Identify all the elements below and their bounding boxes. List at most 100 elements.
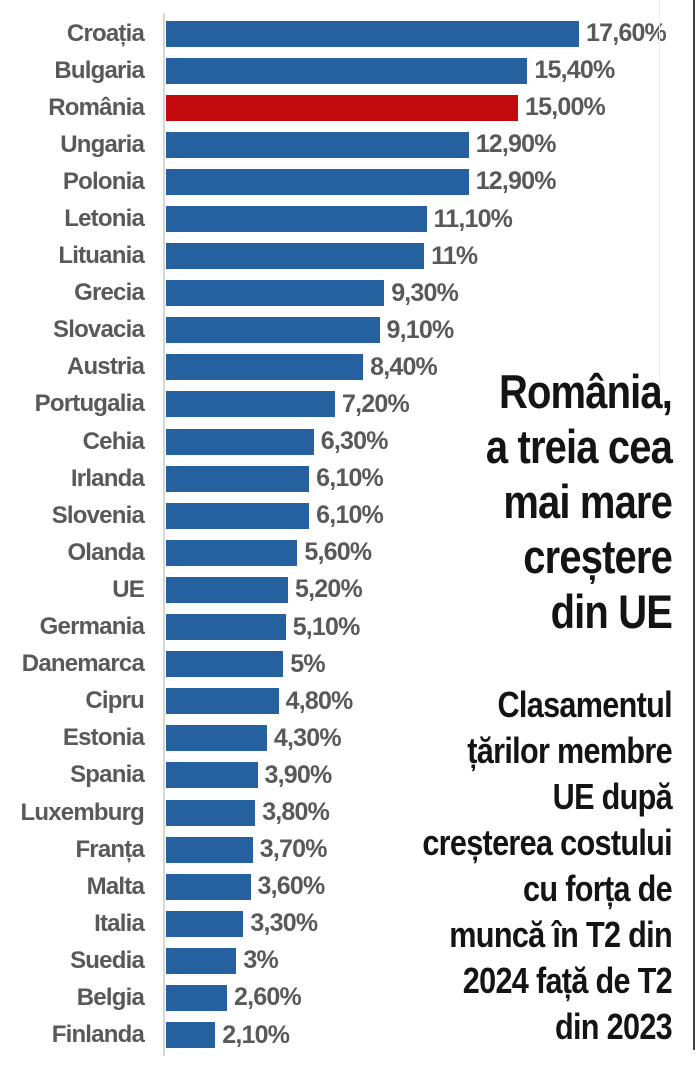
bar-row: Lituania 11%: [0, 238, 699, 275]
value-label: 3,70%: [259, 835, 328, 864]
bar-row: Belgia 2,60%: [0, 979, 699, 1016]
bar-plot-area: 17,60%: [144, 15, 699, 52]
country-label: Letonia: [64, 205, 145, 233]
bar-row: Portugalia 7,20%: [0, 386, 699, 423]
value-label: 5,10%: [292, 612, 361, 641]
bar: [166, 799, 256, 826]
bar-plot-area: 9,10%: [144, 312, 699, 349]
value-label: 8,40%: [370, 352, 438, 381]
country-label: Irlanda: [70, 464, 145, 492]
bar-plot-area: 3,70%: [144, 831, 699, 868]
bar-plot-area: 3,60%: [144, 868, 699, 905]
bar: [166, 1022, 216, 1049]
bar-row: România 15,00%: [0, 89, 699, 126]
bar-row: Slovacia 9,10%: [0, 312, 699, 349]
bar: [166, 317, 380, 344]
country-label: Polonia: [62, 167, 145, 195]
value-label: 2,60%: [234, 983, 302, 1012]
bar: [166, 280, 385, 307]
bar: [166, 465, 310, 492]
bar: [166, 947, 237, 974]
country-label: Portugalia: [34, 390, 145, 418]
bar-plot-area: 9,30%: [144, 275, 699, 312]
bar-row: UE 5,20%: [0, 571, 699, 608]
bar-plot-area: 7,20%: [144, 386, 699, 423]
country-label: Lituania: [58, 242, 144, 270]
bar: [166, 910, 244, 937]
bar: [166, 651, 284, 678]
value-label: 5,20%: [295, 575, 363, 604]
bar-row: Italia 3,30%: [0, 905, 699, 942]
bar: [166, 168, 469, 195]
bar-plot-area: 4,30%: [144, 720, 699, 757]
bar: [166, 576, 288, 603]
value-label: 5,60%: [304, 538, 372, 567]
bar-row: Suedia 3%: [0, 942, 699, 979]
column-divider-faint: [659, 0, 660, 385]
bar-plot-area: 4,80%: [144, 683, 699, 720]
bar-row: Spania 3,90%: [0, 757, 699, 794]
bar-row: Bulgaria 15,40%: [0, 52, 699, 89]
country-label: Spania: [70, 761, 145, 789]
country-label: Ungaria: [60, 130, 145, 158]
value-label: 3,30%: [250, 909, 318, 938]
bar-row: Irlanda 6,10%: [0, 460, 699, 497]
country-label: Germania: [39, 613, 145, 641]
value-label: 3,80%: [262, 798, 330, 827]
country-label: Slovacia: [53, 316, 145, 344]
bar: [166, 984, 227, 1011]
bar-row: Luxemburg 3,80%: [0, 794, 699, 831]
bar: [166, 502, 310, 529]
bar-row: Estonia 4,30%: [0, 720, 699, 757]
value-label: 12,90%: [475, 167, 557, 196]
value-label: 5%: [290, 649, 325, 678]
value-label: 6,10%: [316, 501, 384, 530]
value-label: 4,80%: [285, 686, 354, 715]
country-label: Malta: [86, 872, 145, 900]
bar-plot-area: 15,40%: [144, 52, 699, 89]
chart-headline: România, a treia cea mai mare creștere d…: [485, 365, 673, 638]
bar-row: Finlanda 2,10%: [0, 1017, 699, 1054]
bar-plot-area: 2,60%: [144, 979, 699, 1016]
country-label: Estonia: [62, 724, 145, 752]
column-divider-rule: [693, 0, 695, 1050]
country-label: Olanda: [67, 538, 144, 566]
value-label: 3%: [243, 946, 278, 975]
bar-row: Franța 3,70%: [0, 831, 699, 868]
bar-row: Danemarca 5%: [0, 646, 699, 683]
bar-row: Olanda 5,60%: [0, 534, 699, 571]
bar-plot-area: 6,10%: [144, 497, 699, 534]
bar-plot-area: 11%: [144, 238, 699, 275]
bar-plot-area: 5,20%: [144, 571, 699, 608]
country-label: România: [48, 93, 145, 121]
bar: [166, 725, 267, 752]
value-label: 15,00%: [525, 93, 606, 122]
country-label: Luxemburg: [20, 798, 145, 826]
bar-plot-area: 5,60%: [144, 534, 699, 571]
bar-plot-area: 15,00%: [144, 89, 699, 126]
country-label: Belgia: [76, 983, 145, 1011]
bar-rows: Croația 17,60% Bulgaria 15,40% România 1…: [0, 15, 699, 1054]
value-label: 3,60%: [257, 872, 326, 901]
bar: [166, 391, 335, 418]
value-label: 6,30%: [320, 427, 389, 456]
bar: [166, 131, 469, 158]
bar-plot-area: 12,90%: [144, 126, 699, 163]
bar: [166, 57, 528, 84]
bar-row: Cehia 6,30%: [0, 423, 699, 460]
bar: [166, 206, 427, 233]
bar-plot-area: 11,10%: [144, 200, 699, 237]
bar-row: Croația 17,60%: [0, 15, 699, 52]
country-label: Austria: [66, 353, 145, 381]
bar-plot-area: 12,90%: [144, 163, 699, 200]
value-label: 15,40%: [534, 56, 615, 85]
bar: [166, 836, 253, 863]
bar-row: Ungaria 12,90%: [0, 126, 699, 163]
bar: [166, 873, 251, 900]
bar-plot-area: 2,10%: [144, 1017, 699, 1054]
bar-row: Grecia 9,30%: [0, 275, 699, 312]
country-label: Danemarca: [21, 650, 145, 678]
value-label: 9,30%: [391, 278, 459, 307]
chart-subtitle: Clasamentul țărilor membre UE după creșt…: [422, 684, 672, 1047]
